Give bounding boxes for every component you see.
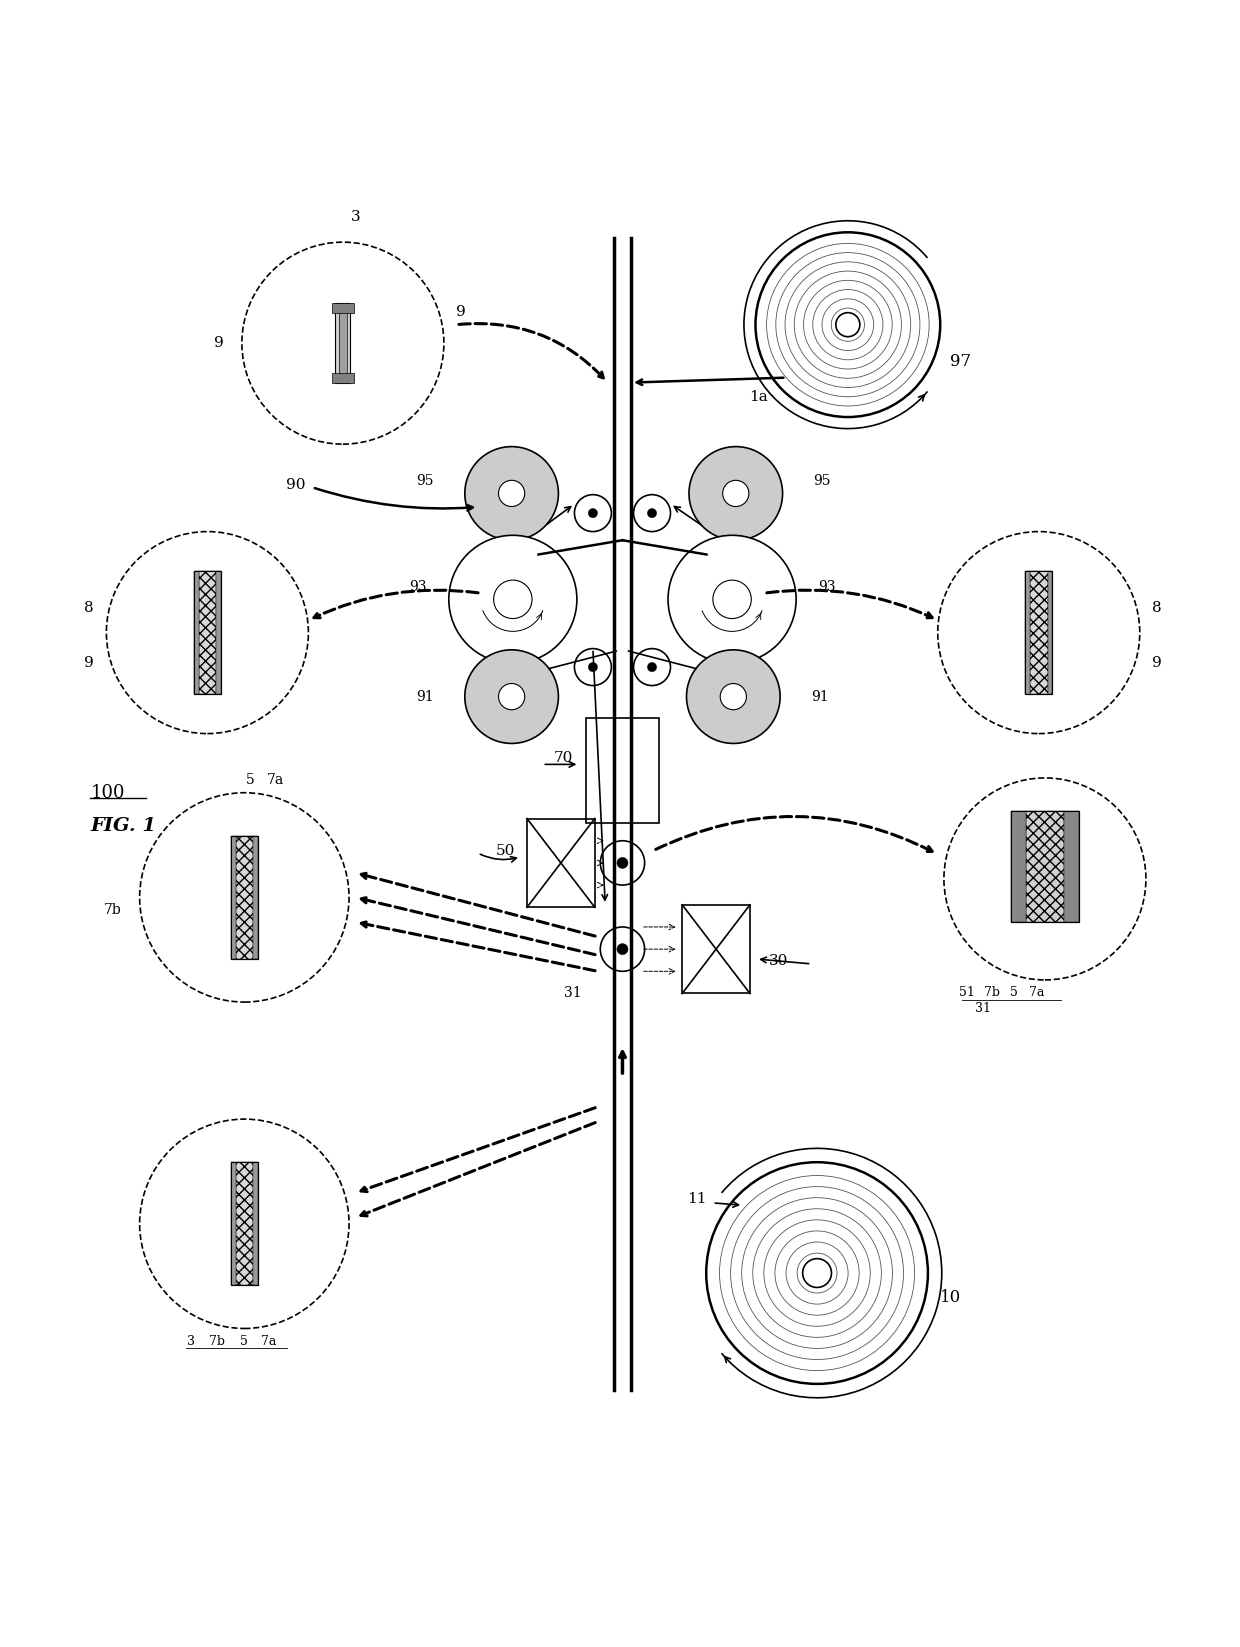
Text: 7b: 7b	[985, 987, 999, 1000]
Circle shape	[498, 684, 525, 710]
Text: 100: 100	[91, 784, 125, 802]
Circle shape	[720, 684, 746, 710]
Circle shape	[618, 944, 627, 955]
Circle shape	[647, 662, 657, 672]
Bar	[253, 1163, 258, 1285]
Circle shape	[689, 446, 782, 540]
Text: 7a: 7a	[1029, 987, 1044, 1000]
Bar	[1030, 572, 1048, 693]
Circle shape	[618, 858, 627, 868]
Bar	[1025, 572, 1030, 693]
Text: 7b: 7b	[210, 1334, 226, 1347]
Bar	[1011, 812, 1027, 922]
Circle shape	[494, 580, 532, 619]
Text: 10: 10	[940, 1290, 961, 1306]
Text: 9: 9	[1152, 657, 1162, 670]
Text: 9: 9	[213, 336, 223, 351]
Text: 90: 90	[286, 478, 306, 492]
Text: 31: 31	[976, 1001, 991, 1015]
Bar	[231, 1163, 236, 1285]
Bar	[231, 835, 236, 959]
Bar	[216, 572, 221, 693]
Bar	[231, 835, 258, 959]
Text: 97: 97	[950, 352, 971, 371]
Bar	[332, 303, 353, 313]
Circle shape	[836, 313, 859, 336]
Text: FIG. 1: FIG. 1	[91, 817, 156, 835]
Bar	[253, 835, 258, 959]
Circle shape	[588, 509, 598, 517]
Bar	[336, 303, 350, 384]
Text: 31: 31	[564, 987, 582, 1000]
Text: 9: 9	[84, 657, 94, 670]
Bar	[231, 1163, 258, 1285]
Bar	[1025, 572, 1053, 693]
Bar	[193, 572, 198, 693]
Bar	[231, 1163, 258, 1285]
Text: 30: 30	[769, 955, 787, 968]
Bar	[198, 572, 216, 693]
Text: 51: 51	[960, 987, 976, 1000]
Text: 7b: 7b	[103, 903, 122, 917]
Text: 93: 93	[818, 580, 836, 595]
Circle shape	[588, 662, 598, 672]
Text: 5: 5	[246, 772, 255, 787]
Text: 9: 9	[456, 305, 466, 320]
Text: 7a: 7a	[262, 1334, 277, 1347]
Circle shape	[687, 651, 780, 743]
Circle shape	[634, 494, 671, 532]
Text: 7a: 7a	[267, 772, 284, 787]
Bar	[682, 904, 750, 993]
Bar	[193, 572, 221, 693]
Text: 8: 8	[84, 601, 94, 614]
Text: 11: 11	[687, 1192, 707, 1206]
Text: 70: 70	[554, 751, 573, 766]
Bar	[1025, 572, 1053, 693]
Circle shape	[647, 509, 657, 517]
Circle shape	[600, 840, 645, 884]
Circle shape	[723, 481, 749, 507]
Bar	[1027, 812, 1064, 922]
Circle shape	[498, 481, 525, 507]
Circle shape	[449, 535, 577, 664]
Bar	[1064, 812, 1079, 922]
Text: 3: 3	[351, 209, 360, 224]
Circle shape	[574, 649, 611, 685]
Text: 95: 95	[813, 474, 831, 488]
Circle shape	[634, 649, 671, 685]
Bar	[231, 835, 258, 959]
Bar	[1048, 572, 1053, 693]
Bar	[346, 303, 350, 384]
Circle shape	[574, 494, 611, 532]
Circle shape	[802, 1258, 832, 1288]
Circle shape	[600, 927, 645, 972]
Bar	[1011, 812, 1079, 922]
Bar	[236, 835, 253, 959]
Bar	[336, 303, 340, 384]
Bar	[193, 572, 221, 693]
Bar	[236, 1163, 253, 1285]
Text: 95: 95	[417, 474, 434, 488]
Text: 8: 8	[1152, 601, 1162, 614]
Text: 93: 93	[409, 580, 427, 595]
Circle shape	[668, 535, 796, 664]
Bar	[340, 303, 346, 384]
Bar	[527, 819, 595, 907]
Text: 3: 3	[187, 1334, 196, 1347]
Bar	[332, 374, 353, 384]
Text: 5: 5	[1011, 987, 1018, 1000]
Text: 5: 5	[241, 1334, 248, 1347]
Text: 91: 91	[417, 690, 434, 703]
Bar	[585, 718, 660, 824]
Circle shape	[713, 580, 751, 619]
Circle shape	[465, 651, 558, 743]
Circle shape	[465, 446, 558, 540]
Bar	[1011, 812, 1079, 922]
Text: 1a: 1a	[749, 390, 768, 404]
Text: 91: 91	[811, 690, 828, 703]
Text: 50: 50	[495, 843, 515, 858]
